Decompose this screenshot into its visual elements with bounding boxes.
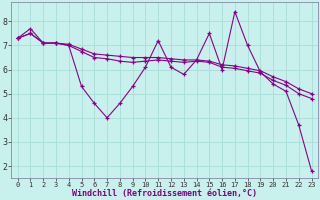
X-axis label: Windchill (Refroidissement éolien,°C): Windchill (Refroidissement éolien,°C) bbox=[72, 189, 257, 198]
